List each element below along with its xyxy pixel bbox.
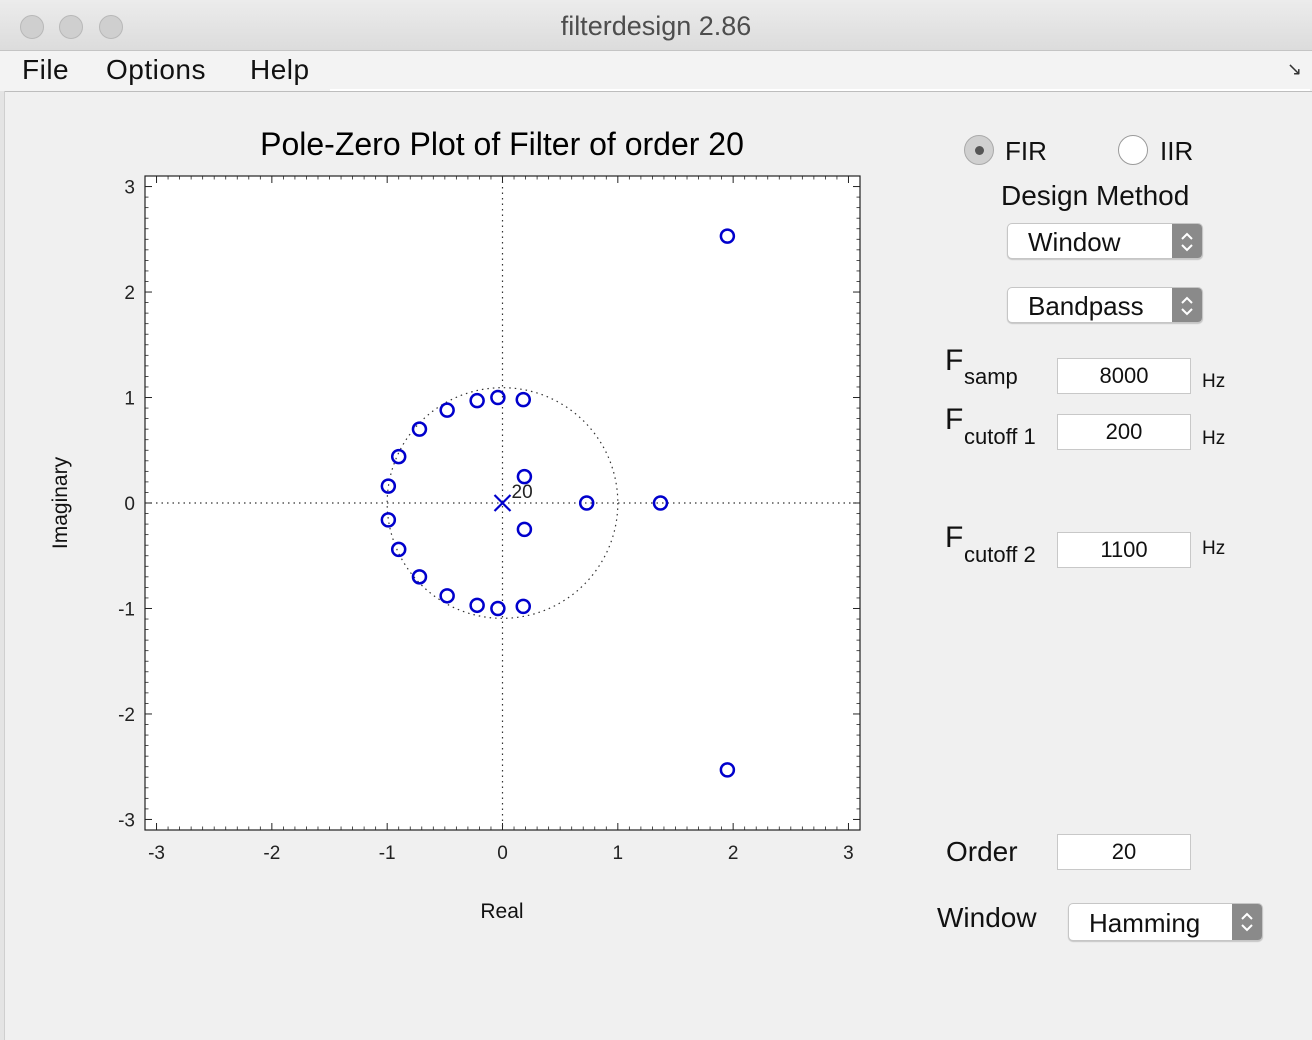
menu-separator	[330, 89, 1310, 91]
zero-marker	[719, 762, 736, 778]
x-tick-label: 1	[613, 843, 624, 864]
zero-marker	[380, 512, 397, 528]
fsamp-label-subscript: samp	[964, 364, 1018, 389]
window-label: Window	[937, 902, 1037, 933]
iir-radio-label[interactable]: IIR	[1160, 136, 1194, 166]
x-tick-label: 0	[497, 843, 508, 864]
design-method-heading: Design Method	[1001, 180, 1190, 211]
fsamp-unit: Hz	[1202, 371, 1226, 392]
chevron-updown-icon	[1172, 224, 1202, 258]
close-window-button[interactable]	[20, 15, 44, 39]
poles-group: 20	[493, 482, 533, 512]
x-tick-label: -1	[379, 843, 396, 864]
fcutoff1-label-letter: F	[945, 403, 964, 436]
menu-file[interactable]: File	[22, 54, 70, 85]
y-tick-labels: -3 -2 -1 0 1 2 3	[118, 178, 135, 832]
window-titlebar: filterdesign 2.86	[0, 0, 1312, 51]
window-left-edge	[0, 91, 5, 1040]
y-axis-label: Imaginary	[49, 456, 72, 549]
fcutoff1-field[interactable]: 200	[1057, 414, 1191, 450]
x-tick-label: 3	[843, 843, 854, 864]
window-title: filterdesign 2.86	[560, 11, 752, 41]
fcutoff1-unit: Hz	[1202, 428, 1226, 449]
x-tick-label: -2	[263, 843, 280, 864]
zero-marker	[652, 495, 669, 511]
fcutoff2-label-subscript: cutoff 2	[964, 542, 1036, 567]
order-label: Order	[946, 836, 1018, 867]
iir-radio[interactable]	[1118, 135, 1148, 165]
unit-circle	[386, 387, 619, 619]
design-method-select[interactable]: Window	[1007, 223, 1203, 259]
menu-bar: File Options Help ↘	[0, 51, 1312, 92]
y-tick-label: -3	[118, 810, 135, 831]
zoom-window-button[interactable]	[99, 15, 123, 39]
fsamp-label-letter: F	[945, 344, 964, 377]
order-field[interactable]: 20	[1057, 834, 1191, 870]
fsamp-field[interactable]: 8000	[1057, 358, 1191, 394]
y-tick-label: 2	[124, 283, 135, 304]
design-method-value: Window	[1028, 227, 1121, 257]
zero-marker	[390, 541, 407, 558]
band-type-value: Bandpass	[1028, 291, 1144, 321]
zero-marker	[719, 228, 736, 244]
chevron-updown-icon	[1172, 288, 1202, 322]
zero-marker	[516, 468, 533, 485]
fcutoff2-field[interactable]: 1100	[1057, 532, 1191, 568]
window-type-value: Hamming	[1089, 908, 1201, 938]
pole-multiplicity-label: 20	[512, 482, 533, 503]
x-tick-labels: -3 -2 -1 0 1 2 3	[148, 843, 854, 864]
zero-marker	[516, 521, 533, 538]
y-tick-label: 0	[124, 494, 135, 515]
zero-marker	[439, 588, 455, 604]
zero-marker	[469, 392, 485, 409]
zero-marker	[490, 389, 506, 406]
zeros-group	[380, 228, 736, 778]
y-tick-label: -2	[118, 705, 135, 726]
fcutoff2-label-letter: F	[945, 521, 964, 554]
fir-radio-label[interactable]: FIR	[1005, 136, 1047, 166]
window-type-select[interactable]: Hamming	[1068, 903, 1263, 941]
plot-title: Pole-Zero Plot of Filter of order 20	[260, 126, 744, 162]
zero-marker	[578, 495, 595, 511]
menu-help[interactable]: Help	[250, 54, 310, 85]
undock-arrow-icon[interactable]: ↘	[1286, 59, 1302, 79]
zero-marker	[411, 569, 428, 585]
menu-options[interactable]: Options	[106, 54, 206, 85]
zero-marker	[490, 600, 506, 617]
zero-marker	[390, 448, 407, 465]
x-tick-label: -3	[148, 843, 165, 864]
zero-marker	[515, 598, 532, 615]
y-tick-label: 3	[124, 178, 135, 199]
zero-marker	[515, 391, 532, 408]
pole-marker	[493, 494, 512, 512]
zero-marker	[380, 478, 397, 494]
zero-marker	[469, 597, 485, 614]
x-tick-label: 2	[728, 843, 739, 864]
fcutoff1-label-subscript: cutoff 1	[964, 424, 1036, 449]
minimize-window-button[interactable]	[59, 15, 83, 39]
band-type-select[interactable]: Bandpass	[1007, 287, 1203, 323]
zero-marker	[411, 421, 428, 437]
x-axis-label: Real	[480, 900, 523, 923]
axis-ticks	[144, 175, 861, 831]
chevron-updown-icon	[1232, 904, 1262, 940]
y-tick-label: 1	[124, 389, 135, 410]
fir-radio[interactable]	[964, 135, 994, 165]
fcutoff2-unit: Hz	[1202, 538, 1226, 559]
pole-zero-plot: Pole-Zero Plot of Filter of order 20 -3-…	[49, 126, 861, 923]
zero-marker	[439, 402, 455, 418]
y-tick-label: -1	[118, 599, 135, 620]
